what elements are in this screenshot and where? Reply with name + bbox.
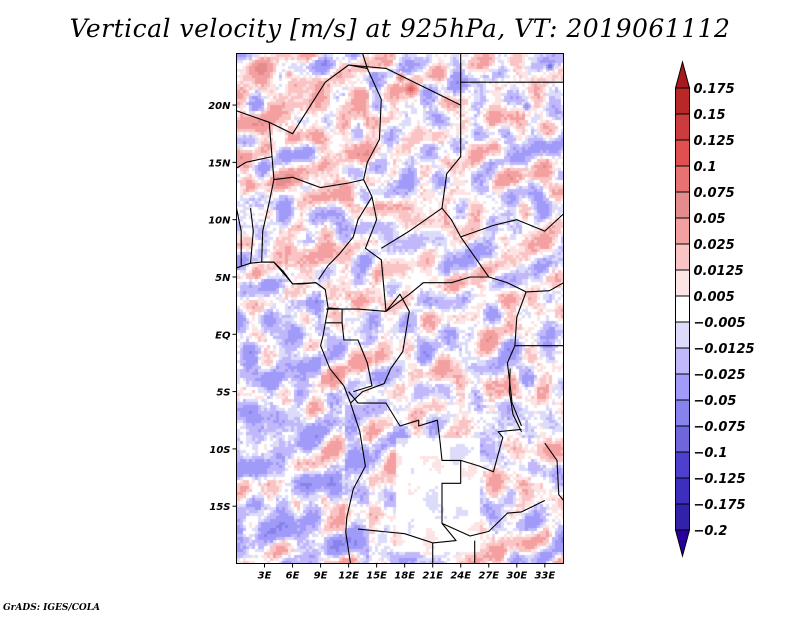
- colorbar-label: 0.005: [694, 290, 735, 305]
- colorbar-label: 0.125: [694, 134, 735, 149]
- colorbar-label: −0.1: [694, 446, 728, 461]
- colorbar-segment: [675, 269, 690, 297]
- plot-frame: [236, 53, 564, 564]
- country-borders: [236, 53, 564, 564]
- country-border: [348, 391, 462, 544]
- colorbar-label: 0.0125: [694, 264, 744, 279]
- x-tick-label: 12E: [338, 571, 359, 582]
- colorbar-segment: [675, 347, 690, 375]
- colorbar-segment: [675, 113, 690, 141]
- colorbar-segment: [675, 139, 690, 167]
- y-tick-label: 20N: [208, 101, 231, 112]
- grads-credit: GrADS: IGES/COLA: [3, 603, 101, 613]
- colorbar-lower-extend: [674, 529, 691, 558]
- country-border: [381, 207, 490, 312]
- colorbar-segment: [675, 503, 690, 531]
- y-tick-label: 10N: [208, 216, 231, 227]
- country-border: [348, 53, 462, 106]
- y-tick-label: 5N: [215, 273, 231, 284]
- y-tick-label: 15N: [208, 158, 231, 169]
- colorbar-label: −0.05: [694, 394, 737, 409]
- colorbar-segment: [675, 399, 690, 427]
- colorbar-segment: [675, 425, 690, 453]
- x-tick-label: 18E: [394, 571, 415, 582]
- x-tick-label: 24E: [450, 571, 471, 582]
- country-border: [460, 428, 522, 473]
- country-border: [236, 53, 368, 135]
- colorbar-label: −0.025: [694, 368, 746, 383]
- colorbar-segment: [675, 217, 690, 245]
- colorbar-label: −0.005: [694, 316, 746, 331]
- x-tick-label: 15E: [366, 571, 387, 582]
- colorbar-segment: [675, 321, 690, 349]
- country-border: [261, 261, 326, 291]
- colorbar-label: −0.125: [694, 472, 746, 487]
- colorbar-label: −0.175: [694, 498, 746, 513]
- colorbar-label: −0.0125: [694, 342, 755, 357]
- country-border: [325, 308, 343, 324]
- x-tick-label: 30E: [506, 571, 527, 582]
- colorbar-segment: [675, 165, 690, 193]
- colorbar-segment: [675, 451, 690, 479]
- colorbar-label: 0.15: [694, 108, 726, 123]
- colorbar-segment: [675, 477, 690, 505]
- country-border: [318, 196, 373, 280]
- x-tick-label: 27E: [478, 571, 499, 582]
- country-border: [460, 213, 564, 238]
- y-tick-label: 5S: [216, 388, 230, 399]
- country-border: [271, 156, 364, 189]
- country-border: [544, 442, 564, 501]
- country-border: [488, 276, 564, 293]
- y-axis: 20N 15N 10N 5N EQ 5S 10S 15S: [208, 101, 237, 513]
- colorbar-segment: [675, 295, 690, 323]
- colorbar-label: 0.025: [694, 238, 735, 253]
- x-tick-label: 9E: [314, 571, 328, 582]
- colorbar-segment: [675, 87, 690, 115]
- y-tick-label: 15S: [209, 502, 230, 513]
- colorbar-label: 0.1: [694, 160, 717, 175]
- country-border: [350, 293, 410, 404]
- x-axis: 3E 6E 9E 12E 15E 18E 21E 24E 27E 30E 33E: [258, 563, 555, 582]
- country-border: [261, 179, 275, 263]
- country-border: [364, 219, 387, 312]
- vertical-velocity-field: [237, 54, 563, 563]
- colorbar-label: 0.05: [694, 212, 726, 227]
- y-tick-label: 10S: [209, 445, 230, 456]
- country-border: [249, 208, 254, 264]
- x-tick-label: 3E: [258, 571, 272, 582]
- x-tick-label: 21E: [422, 571, 443, 582]
- colorbar: 0.175 0.15 0.125 0.1 0.075 0.05 0.025 0.0125 0.0…: [674, 60, 755, 558]
- country-border: [236, 261, 366, 564]
- colorbar-segment: [675, 373, 690, 401]
- colorbar-label: −0.2: [694, 524, 728, 539]
- country-border: [363, 68, 382, 220]
- y-tick-label: EQ: [215, 330, 231, 341]
- country-border: [441, 105, 462, 209]
- colorbar-segment: [675, 243, 690, 271]
- x-tick-label: 6E: [286, 571, 300, 582]
- country-border: [441, 500, 546, 537]
- country-border: [506, 291, 527, 427]
- colorbar-label: 0.175: [694, 82, 735, 97]
- colorbar-upper-extend: [674, 60, 691, 89]
- country-border: [341, 322, 373, 393]
- colorbar-label: −0.075: [694, 420, 746, 435]
- country-border: [236, 208, 242, 266]
- colorbar-segment: [675, 191, 690, 219]
- x-tick-label: 33E: [534, 571, 555, 582]
- country-border: [236, 122, 273, 169]
- country-border: [508, 368, 522, 432]
- colorbar-label: 0.075: [694, 186, 735, 201]
- chart-title: Vertical velocity [m/s] at 925hPa, VT: 2…: [69, 14, 731, 43]
- country-border: [328, 307, 387, 312]
